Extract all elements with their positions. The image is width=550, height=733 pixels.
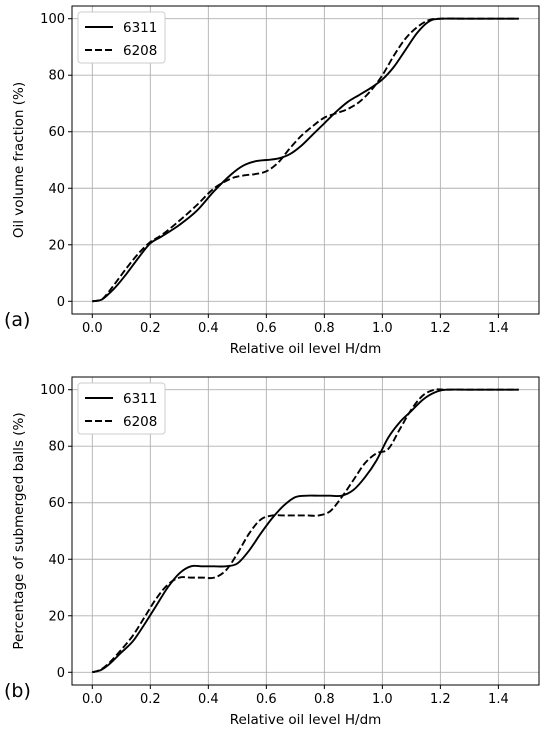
panel-a-chart: 0.0 0.2 0.4 0.6 0.8 1.0 1.2 1.4 0 20 40 60 80 100 Rela…	[4, 5, 540, 357]
series-line-6311	[92, 388, 519, 674]
y-axis-label: Oil volume fraction (%)	[11, 82, 27, 238]
y-tick-label: 60	[48, 125, 65, 140]
y-tick-label: 40	[48, 182, 65, 197]
x-tick-label: 1.2	[430, 692, 451, 707]
x-tick-label: 0.6	[256, 321, 277, 336]
y-tick-label: 0	[57, 295, 65, 310]
x-tick-label: 0.2	[140, 692, 161, 707]
y-tick-label: 80	[48, 440, 65, 455]
y-axis-label: Percentage of submerged balls (%)	[11, 412, 27, 649]
y-tick-label: 40	[48, 553, 65, 568]
y-tick-label: 0	[57, 666, 65, 681]
legend-label-6311: 6311	[123, 391, 157, 407]
x-axis-label: Relative oil level H/dm	[230, 341, 382, 357]
x-tick-label: 0.4	[198, 692, 219, 707]
legend-label-6208: 6208	[123, 43, 157, 59]
panel-label: (b)	[4, 680, 31, 702]
panel-b-chart: 0.0 0.2 0.4 0.6 0.8 1.0 1.2 1.4 0 20 40 60 80 100 Rela…	[4, 376, 540, 728]
x-tick-label: 1.4	[488, 692, 509, 707]
plot-frame	[71, 376, 540, 686]
x-tick-label: 0.6	[256, 692, 277, 707]
plot-frame	[71, 5, 540, 315]
x-axis-label: Relative oil level H/dm	[230, 712, 382, 728]
x-tick-label: 0.2	[140, 321, 161, 336]
y-tick-label: 100	[40, 383, 65, 398]
y-tick-label: 60	[48, 496, 65, 511]
y-tick-label: 80	[48, 69, 65, 84]
x-tick-label: 0.8	[314, 321, 335, 336]
x-tick-label: 0.0	[82, 321, 103, 336]
y-tick-label: 100	[40, 12, 65, 27]
x-tick-label: 0.4	[198, 321, 219, 336]
x-tick-label: 1.4	[488, 321, 509, 336]
y-tick-label: 20	[48, 609, 65, 624]
x-tick-label: 0.8	[314, 692, 335, 707]
series-line-6208	[92, 17, 519, 303]
legend-label-6311: 6311	[123, 20, 157, 36]
series-line-6208	[92, 388, 519, 674]
x-tick-label: 1.2	[430, 321, 451, 336]
panel-label: (a)	[4, 309, 30, 331]
legend-label-6208: 6208	[123, 414, 157, 430]
x-tick-label: 1.0	[372, 321, 393, 336]
x-tick-label: 1.0	[372, 692, 393, 707]
x-tick-label: 0.0	[82, 692, 103, 707]
series-line-6311	[92, 17, 519, 303]
y-tick-label: 20	[48, 238, 65, 253]
